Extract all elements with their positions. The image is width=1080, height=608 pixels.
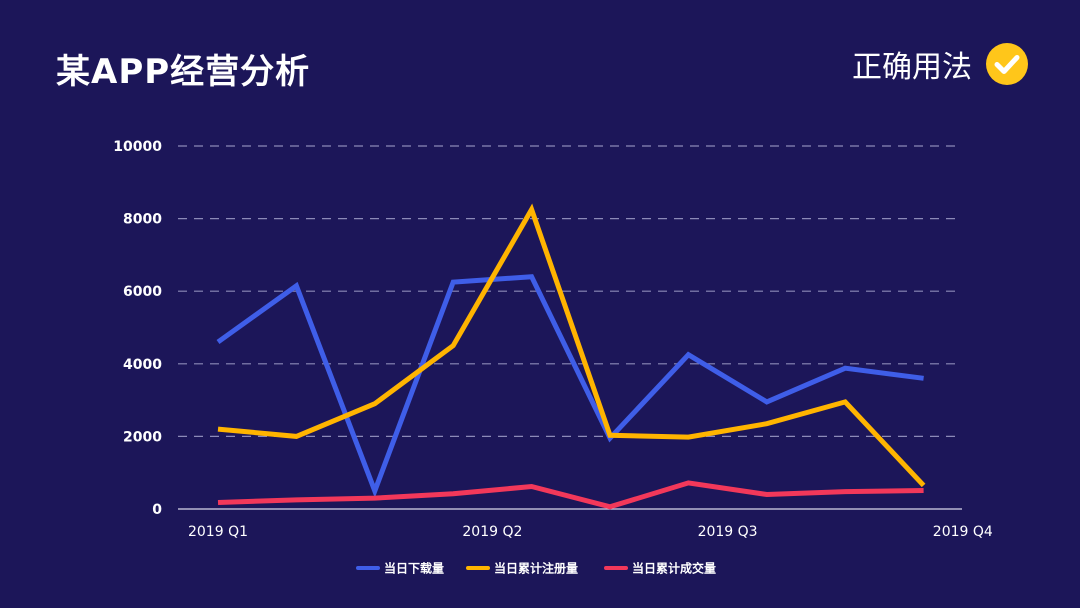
correct-usage-badge: 正确用法 — [852, 42, 1028, 86]
legend-label: 当日下载量 — [384, 561, 444, 576]
y-tick-label: 0 — [152, 502, 162, 518]
y-axis-tick-labels: 0 2000 4000 6000 8000 10000 — [113, 139, 162, 518]
x-tick-label: 2019 Q2 — [462, 524, 522, 540]
series-line-3 — [217, 480, 924, 510]
legend-item: 当日下载量 — [356, 561, 444, 576]
legend: 当日下载量 当日累计注册量 当日累计成交量 — [356, 561, 716, 576]
y-tick-label: 6000 — [123, 284, 162, 300]
y-tick-label: 2000 — [123, 429, 162, 445]
legend-label: 当日累计成交量 — [632, 561, 716, 576]
gridlines — [178, 145, 962, 437]
series-line-1 — [216, 274, 924, 498]
x-tick-label: 2019 Q4 — [933, 524, 993, 540]
x-tick-label: 2019 Q1 — [188, 524, 248, 540]
badge-label: 正确用法 — [852, 50, 972, 85]
y-tick-label: 4000 — [123, 357, 162, 373]
legend-item: 当日累计注册量 — [466, 561, 578, 576]
x-axis: 2019 Q1 2019 Q2 2019 Q3 2019 Q4 — [178, 508, 993, 540]
legend-label: 当日累计注册量 — [494, 561, 578, 576]
series-lines — [216, 203, 926, 510]
check-circle-icon — [986, 43, 1028, 85]
legend-item: 当日累计成交量 — [604, 561, 716, 576]
y-tick-label: 8000 — [123, 212, 162, 228]
series-line-2 — [217, 203, 926, 488]
x-tick-label: 2019 Q3 — [698, 524, 758, 540]
y-tick-label: 10000 — [113, 139, 162, 155]
page-title: 某APP经营分析 — [56, 52, 311, 92]
